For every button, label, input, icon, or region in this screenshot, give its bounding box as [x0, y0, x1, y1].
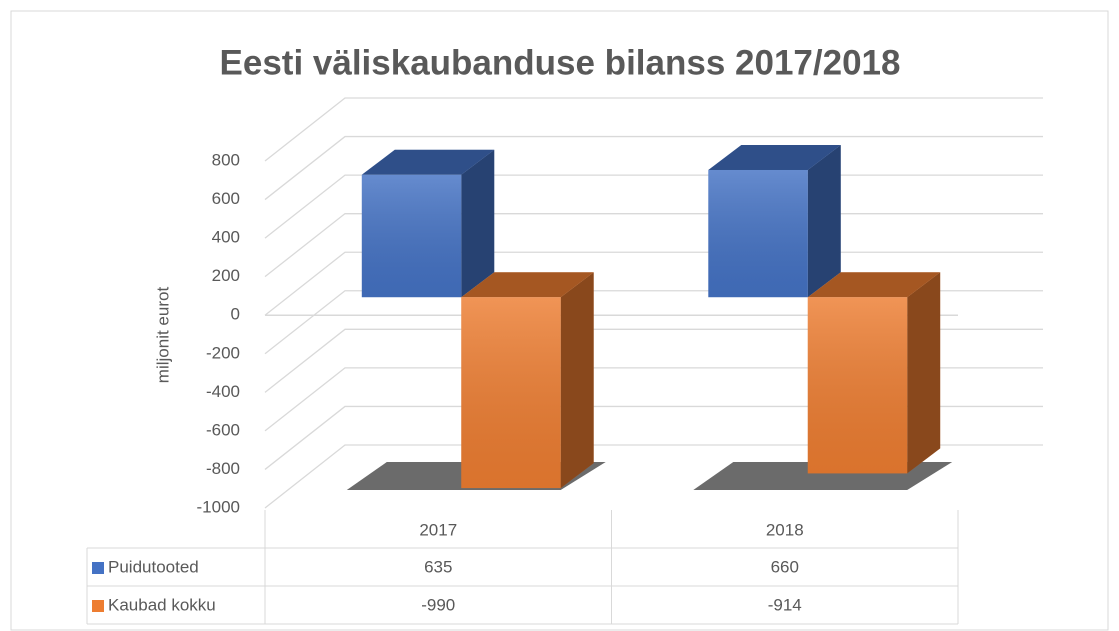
table-value: 635	[424, 557, 452, 576]
bar-face-shade	[560, 272, 594, 489]
table-value: -990	[421, 595, 455, 614]
table-value: 660	[771, 557, 799, 576]
bar-face-shade	[361, 149, 495, 175]
bar-face-shade	[461, 272, 594, 298]
y-tick-label: -800	[206, 459, 240, 478]
bar-gloss	[361, 174, 462, 298]
bar-face-shade	[708, 144, 841, 170]
y-tick-label: 400	[212, 228, 240, 247]
bar-face	[461, 272, 594, 298]
bar-gloss	[461, 297, 561, 489]
y-tick-label: -400	[206, 382, 240, 401]
grid-line	[264, 135, 1043, 201]
y-tick-label: 200	[212, 266, 240, 285]
bar-face	[708, 144, 841, 170]
table-value: -914	[768, 595, 802, 614]
table-header: 2018	[766, 520, 804, 539]
bar-face	[560, 272, 594, 489]
bar-face-shade	[461, 149, 495, 298]
chart-title: Eesti väliskaubanduse bilanss 2017/2018	[220, 43, 901, 82]
bar-face-shade	[907, 272, 941, 474]
bar-face-shade	[807, 272, 941, 298]
y-axis-label: miljonit eurot	[153, 287, 172, 384]
y-tick-label: 0	[231, 305, 240, 324]
bar-gloss	[708, 169, 808, 298]
bar-face	[907, 272, 941, 474]
y-tick-label: -1000	[197, 497, 240, 516]
grid-line	[264, 97, 1043, 162]
bar-face-shade	[807, 144, 841, 298]
y-tick-label: 800	[212, 150, 240, 169]
table-header: 2017	[419, 520, 457, 539]
legend-swatch	[92, 600, 104, 612]
legend-label: Kaubad kokku	[108, 595, 216, 614]
bar-face	[807, 272, 941, 298]
bar-gloss	[807, 297, 908, 474]
legend-swatch	[92, 562, 104, 574]
y-tick-label: -200	[206, 343, 240, 362]
bar-face	[461, 149, 495, 298]
bar-face	[807, 144, 841, 298]
bar-face	[361, 149, 495, 175]
legend-label: Puidutooted	[108, 557, 199, 576]
y-tick-label: 600	[212, 189, 240, 208]
y-tick-label: -600	[206, 420, 240, 439]
